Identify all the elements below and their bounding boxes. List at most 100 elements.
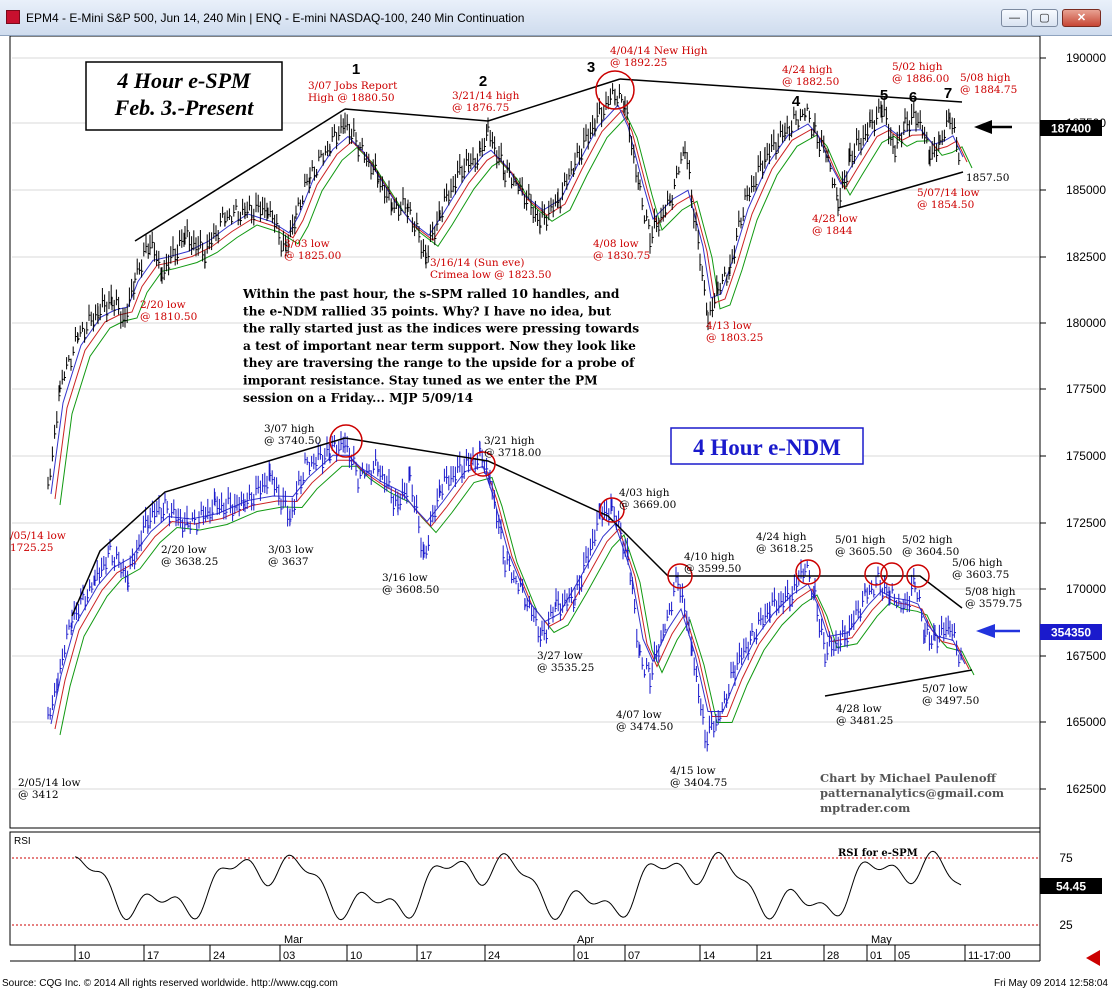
- ndm-annotation: /05/14 low 1725.25: [10, 530, 66, 554]
- elliott-wave-label: 5: [880, 87, 888, 104]
- ndm-annotation: 5/07 low @ 3497.50: [922, 683, 979, 707]
- ndm-annotation: 3/03 low @ 3637: [268, 544, 314, 568]
- ndm-annotation: 4/10 high @ 3599.50: [684, 551, 741, 575]
- rsi-value-tag: 54.45: [1056, 880, 1086, 894]
- time-tick-label: 10: [78, 950, 90, 962]
- trendline: [824, 669, 973, 697]
- spm-annotation: 5/02 high @ 1886.00: [892, 61, 949, 85]
- axis-tick-label: 190000: [1066, 51, 1106, 65]
- spm-price-bars: [47, 83, 961, 490]
- spm-last-price-tag: 187400: [1051, 122, 1091, 136]
- price-chart-area[interactable]: 1900001875001850001825001800001775001750…: [0, 36, 1112, 976]
- price-annotations: 1 2 3 4 5 6 7 3/07 Jobs Report High @ 1880.50 3/2…: [10, 45, 1022, 801]
- pivot-circle: [667, 563, 693, 589]
- spm-ma-slow: [59, 115, 973, 506]
- time-axis: 10 17 24 03 10 17 24 01 07 14 21 28 01 05 11-17:00 Mar A…: [10, 934, 1040, 962]
- axis-tick-label: 170000: [1066, 582, 1106, 596]
- ndm-annotation: 4/28 low @ 3481.25: [836, 703, 893, 727]
- elliott-wave-label: 7: [944, 85, 952, 102]
- credit-line: mptrader.com: [820, 801, 910, 815]
- time-tick-label: 24: [488, 950, 500, 962]
- month-label: Mar: [284, 934, 303, 946]
- ndm-annotation: 5/01 high @ 3605.50: [835, 534, 892, 558]
- elliott-wave-label: 2: [479, 73, 487, 90]
- ndm-last-price: 354350: [1040, 624, 1102, 640]
- trendline: [487, 78, 621, 122]
- ndm-annotation: 4/03 high @ 3669.00: [619, 487, 676, 511]
- spm-annotation: 5/08 high @ 1884.75: [960, 72, 1017, 96]
- spm-annotation: 4/08 low @ 1830.75: [593, 238, 650, 262]
- ndm-chart-title: 4 Hour e-NDM: [693, 435, 841, 460]
- ndm-annotation: 2/20 low @ 3638.25: [161, 544, 218, 568]
- ndm-last-price-tag: 354350: [1051, 626, 1091, 640]
- ndm-ma-fast: [50, 454, 966, 725]
- axis-tick-label: 172500: [1066, 516, 1106, 530]
- ndm-annotation: 5/02 high @ 3604.50: [902, 534, 959, 558]
- ndm-title-box: 4 Hour e-NDM: [670, 427, 864, 465]
- spm-annotation: 3/16/14 (Sun eve) Crimea low @ 1823.50: [430, 257, 551, 281]
- axis-tick-label: 175000: [1066, 449, 1106, 463]
- time-tick-label: 03: [283, 950, 295, 962]
- rsi-tick-label: 25: [1059, 918, 1073, 932]
- spm-annotation: 1857.50: [966, 172, 1009, 184]
- pivot-circle: [599, 497, 625, 523]
- credit-line: Chart by Michael Paulenoff: [820, 771, 998, 785]
- ndm-annotation: 5/08 high @ 3579.75: [965, 586, 1022, 610]
- trendline: [837, 171, 964, 209]
- highlight-circles: [329, 70, 930, 589]
- spm-annotation: 3/03 low @ 1825.00: [284, 238, 341, 262]
- time-tick-label: 14: [703, 950, 715, 962]
- month-label: Apr: [577, 934, 594, 946]
- app-icon: [6, 10, 20, 24]
- spm-title-box: 4 Hour e-SPM Feb. 3.-Present: [85, 61, 283, 131]
- time-tick-label: 10: [350, 950, 362, 962]
- pivot-circle: [906, 564, 930, 588]
- rsi-tick-label: 75: [1059, 851, 1073, 865]
- pivot-circle: [864, 562, 888, 586]
- elliott-wave-label: 4: [792, 93, 801, 110]
- spm-annotation: 4/04/14 New High @ 1892.25: [610, 45, 708, 69]
- spm-annotation: 2/20 low @ 1810.50: [140, 299, 197, 323]
- elliott-wave-label: 1: [352, 61, 360, 78]
- chart-credit: Chart by Michael Paulenoffpatternanalyti…: [820, 771, 1004, 815]
- time-tick-label: 21: [760, 950, 772, 962]
- window-titlebar: EPM4 - E-Mini S&P 500, Jun 14, 240 Min |…: [0, 0, 1112, 36]
- rsi-plot-frame: [9, 831, 1041, 946]
- elliott-wave-label: 6: [909, 89, 917, 106]
- axis-tick-label: 167500: [1066, 649, 1106, 663]
- rsi-label: RSI: [14, 836, 31, 847]
- time-tick-label: 24: [213, 950, 225, 962]
- axis-tick-label: 177500: [1066, 382, 1106, 396]
- spm-annotation: 3/21/14 high @ 1876.75: [452, 90, 520, 114]
- pivot-circle: [795, 559, 821, 585]
- spm-annotation: 5/07/14 low @ 1854.50: [917, 187, 979, 211]
- pivot-circle: [880, 562, 904, 586]
- trendlines: [71, 78, 973, 697]
- pivot-circle: [470, 451, 496, 477]
- scroll-left-arrow-icon[interactable]: [1086, 950, 1100, 966]
- minimize-button[interactable]: —: [1001, 9, 1028, 27]
- ndm-price-bars: [47, 431, 963, 752]
- time-tick-label: 01: [870, 950, 882, 962]
- trendline: [134, 108, 346, 242]
- ndm-annotation: 4/07 low @ 3474.50: [616, 709, 673, 733]
- time-tick-label: 07: [628, 950, 640, 962]
- spm-annotation: 4/24 high @ 1882.50: [782, 64, 839, 88]
- ndm-annotation: 3/27 low @ 3535.25: [537, 650, 594, 674]
- pivot-circle: [595, 70, 635, 110]
- close-button[interactable]: ✕: [1062, 9, 1101, 27]
- time-tick-label: 11-17:00: [968, 950, 1011, 962]
- credit-line: patternanalytics@gmail.com: [820, 786, 1004, 800]
- time-tick-label: 05: [898, 950, 910, 962]
- maximize-button[interactable]: ▢: [1031, 9, 1058, 27]
- timestamp: Fri May 09 2014 12:58:04: [994, 978, 1108, 989]
- spm-annotation: 4/28 low @ 1844: [812, 213, 858, 237]
- rsi-sublabel: RSI for e-SPM: [838, 848, 918, 859]
- spm-arrow-icon: [974, 120, 1012, 134]
- spm-ma-fast: [50, 104, 964, 495]
- time-tick-label: 17: [147, 950, 159, 962]
- time-tick-label: 28: [827, 950, 839, 962]
- axis-tick-label: 182500: [1066, 250, 1106, 264]
- spm-last-price: 187400: [1040, 120, 1102, 136]
- trendline: [344, 108, 489, 122]
